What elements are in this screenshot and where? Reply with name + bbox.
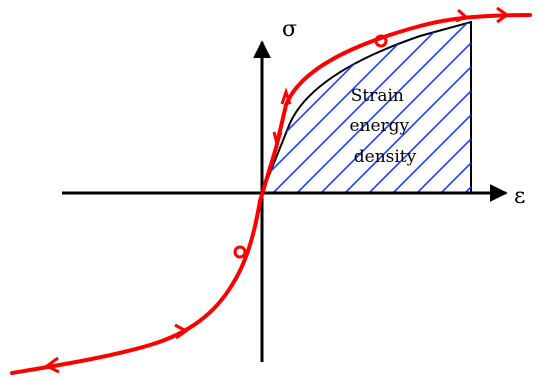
curve-arrow-right-icon xyxy=(496,6,510,24)
hatch-line xyxy=(262,22,467,193)
hatch-line xyxy=(345,22,471,193)
region-label-line-2: energy xyxy=(349,116,409,136)
loading-curve xyxy=(10,6,532,375)
hatch-line xyxy=(321,22,471,193)
hatch-line xyxy=(297,22,471,193)
hatch-line xyxy=(262,22,275,193)
loading-arrow-up-icon xyxy=(280,87,292,105)
hatch-line xyxy=(465,22,471,193)
x-axis-label: ε xyxy=(514,184,525,209)
curve-marker-lower xyxy=(233,245,247,259)
strain-energy-region xyxy=(10,0,472,240)
hatch-lines xyxy=(10,0,471,240)
loading-curve-lower-branch xyxy=(10,199,262,375)
unloading-arrow-down-icon xyxy=(272,131,283,150)
hatch-line xyxy=(262,22,347,193)
hatch-line xyxy=(262,22,371,193)
curve-arrow-lower-left-icon xyxy=(44,356,60,374)
hatch-line xyxy=(262,22,471,193)
curve-marker-upper xyxy=(374,34,388,48)
region-label: Strain energy density xyxy=(349,86,416,167)
strain-energy-region-outline xyxy=(261,20,472,194)
region-label-line-1: Strain xyxy=(351,86,404,106)
hatch-line xyxy=(10,0,250,240)
y-axis-label: σ xyxy=(282,17,297,42)
curve-arrow-top-icon xyxy=(455,8,469,23)
hatch-line xyxy=(273,22,471,193)
region-label-line-3: density xyxy=(354,147,417,167)
loading-curve-upper-branch xyxy=(258,13,532,203)
curve-arrow-lower-right-icon xyxy=(174,323,189,340)
